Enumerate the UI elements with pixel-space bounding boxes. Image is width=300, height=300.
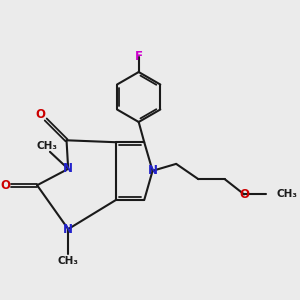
Text: N: N (63, 223, 73, 236)
Text: N: N (63, 162, 73, 176)
Text: N: N (148, 164, 158, 177)
Text: O: O (1, 179, 11, 192)
Text: CH₃: CH₃ (58, 256, 79, 266)
Text: F: F (135, 50, 143, 63)
Text: O: O (36, 108, 46, 121)
Text: CH₃: CH₃ (276, 189, 297, 200)
Text: CH₃: CH₃ (36, 141, 57, 151)
Text: O: O (239, 188, 249, 201)
